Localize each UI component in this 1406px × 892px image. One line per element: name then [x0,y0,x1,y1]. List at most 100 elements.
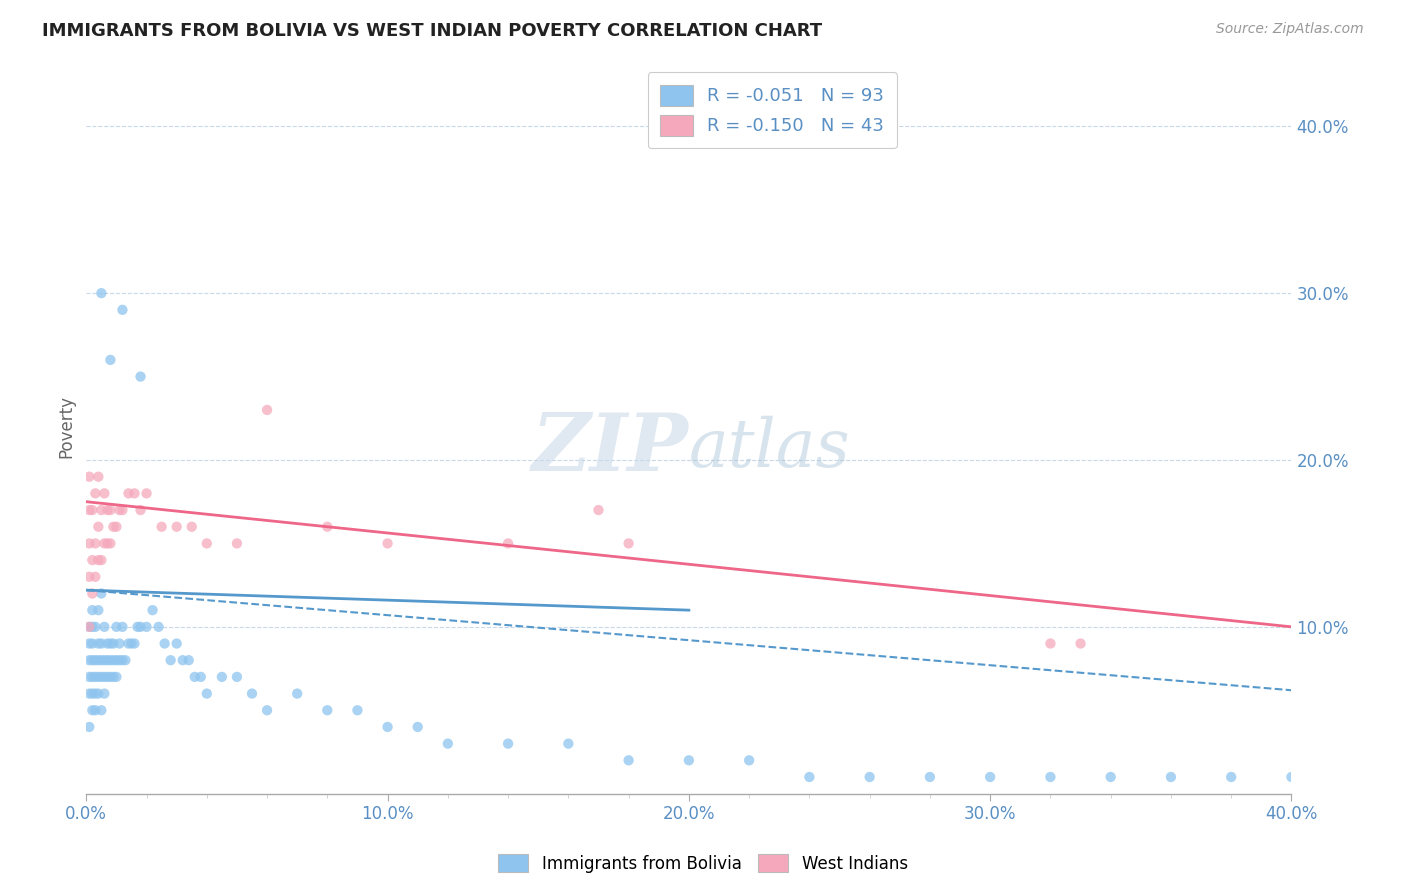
Point [82,653,104,667]
Point [84,687,107,701]
Point [96,653,118,667]
Point [84,653,107,667]
Point [979,770,1001,784]
Point [79,687,101,701]
Point [79,503,101,517]
Point [377,536,399,550]
Y-axis label: Poverty: Poverty [58,395,75,458]
Point [82,503,104,517]
Point [184,670,207,684]
Point [588,503,610,517]
Point [82,586,104,600]
Point [240,687,263,701]
Point [82,553,104,567]
Point [79,636,101,650]
Point [100,536,122,550]
Point [93,670,115,684]
Point [557,737,579,751]
Point [226,670,249,684]
Point [142,603,165,617]
Point [79,620,101,634]
Point [90,503,112,517]
Point [111,653,134,667]
Point [129,369,152,384]
Point [105,520,128,534]
Point [1220,770,1243,784]
Point [153,636,176,650]
Point [117,486,139,500]
Point [124,636,146,650]
Point [496,737,519,751]
Point [103,636,125,650]
Point [190,670,212,684]
Point [111,620,134,634]
Point [90,703,112,717]
Point [105,653,128,667]
Point [82,603,104,617]
Point [79,653,101,667]
Point [159,653,181,667]
Legend: R = -0.051   N = 93, R = -0.150   N = 43: R = -0.051 N = 93, R = -0.150 N = 43 [648,72,897,148]
Point [79,720,101,734]
Point [90,586,112,600]
Text: Source: ZipAtlas.com: Source: ZipAtlas.com [1216,22,1364,37]
Point [105,670,128,684]
Point [90,653,112,667]
Point [377,720,399,734]
Point [93,536,115,550]
Point [87,653,110,667]
Text: atlas: atlas [689,416,851,482]
Point [617,753,640,767]
Point [100,670,122,684]
Point [166,636,188,650]
Point [79,670,101,684]
Point [93,620,115,634]
Point [103,653,125,667]
Point [108,653,131,667]
Point [316,703,339,717]
Point [96,503,118,517]
Point [100,503,122,517]
Point [406,720,429,734]
Point [79,570,101,584]
Point [90,670,112,684]
Point [1039,636,1062,650]
Point [105,620,128,634]
Point [100,352,122,367]
Point [172,653,194,667]
Point [93,687,115,701]
Point [82,620,104,634]
Point [117,636,139,650]
Point [738,753,761,767]
Legend: Immigrants from Bolivia, West Indians: Immigrants from Bolivia, West Indians [492,847,914,880]
Point [87,603,110,617]
Point [108,636,131,650]
Point [79,469,101,483]
Point [114,653,136,667]
Point [79,536,101,550]
Point [316,520,339,534]
Point [103,670,125,684]
Point [84,570,107,584]
Point [166,520,188,534]
Point [82,703,104,717]
Point [285,687,308,701]
Point [84,536,107,550]
Point [79,620,101,634]
Point [256,403,278,417]
Point [96,670,118,684]
Point [84,703,107,717]
Point [90,636,112,650]
Point [87,469,110,483]
Point [195,536,218,550]
Point [859,770,882,784]
Point [211,670,233,684]
Text: ZIP: ZIP [531,410,689,487]
Point [96,536,118,550]
Text: IMMIGRANTS FROM BOLIVIA VS WEST INDIAN POVERTY CORRELATION CHART: IMMIGRANTS FROM BOLIVIA VS WEST INDIAN P… [42,22,823,40]
Point [346,703,368,717]
Point [799,770,821,784]
Point [121,636,143,650]
Point [87,636,110,650]
Point [135,486,157,500]
